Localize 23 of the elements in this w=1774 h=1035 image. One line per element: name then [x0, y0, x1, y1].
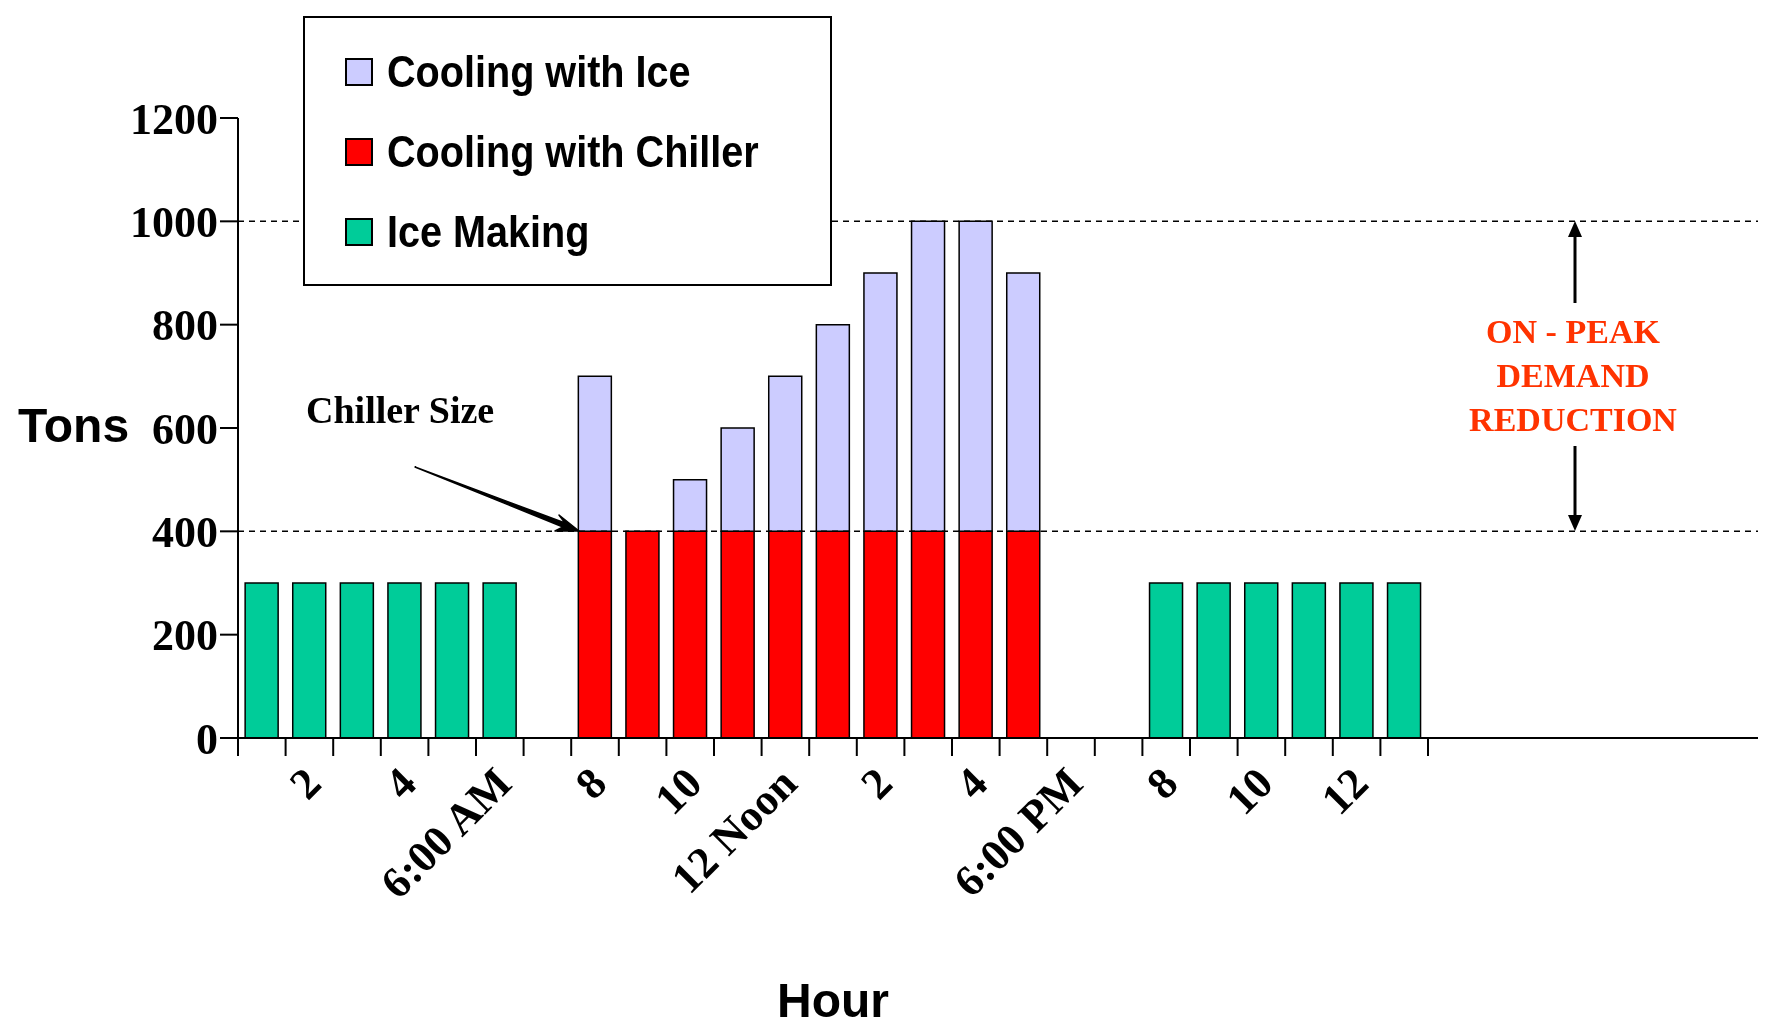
y-tick-label: 600 — [152, 404, 218, 454]
x-tick-label: 8 — [1137, 758, 1188, 809]
legend-label: Cooling with Chiller — [387, 127, 759, 177]
x-tick-label: 2 — [851, 758, 902, 809]
x-tick-label: 4 — [946, 758, 997, 809]
legend-label: Cooling with Ice — [387, 47, 691, 97]
y-tick-label: 200 — [152, 611, 218, 661]
y-tick-label: 800 — [152, 301, 218, 351]
x-tick-label: 12 — [1311, 758, 1378, 825]
y-tick-label: 1200 — [130, 94, 218, 144]
legend-label: Ice Making — [387, 207, 590, 257]
y-axis-title: Tons — [18, 398, 130, 453]
x-tick-label: 10 — [1216, 758, 1283, 825]
annotation: Chiller Size — [306, 388, 495, 432]
x-axis-title: Hour — [776, 973, 890, 1028]
y-tick-label: 400 — [152, 507, 218, 557]
x-tick-label: 10 — [645, 758, 712, 825]
text: ON - PEAK DEMAND REDUCTION — [1468, 311, 1678, 440]
x-tick-label: 2 — [280, 758, 331, 809]
y-tick-label: 1000 — [130, 197, 218, 247]
y-tick-label: 0 — [196, 714, 218, 764]
x-tick-label: 8 — [565, 758, 617, 809]
x-tick-label: 4 — [375, 758, 426, 809]
